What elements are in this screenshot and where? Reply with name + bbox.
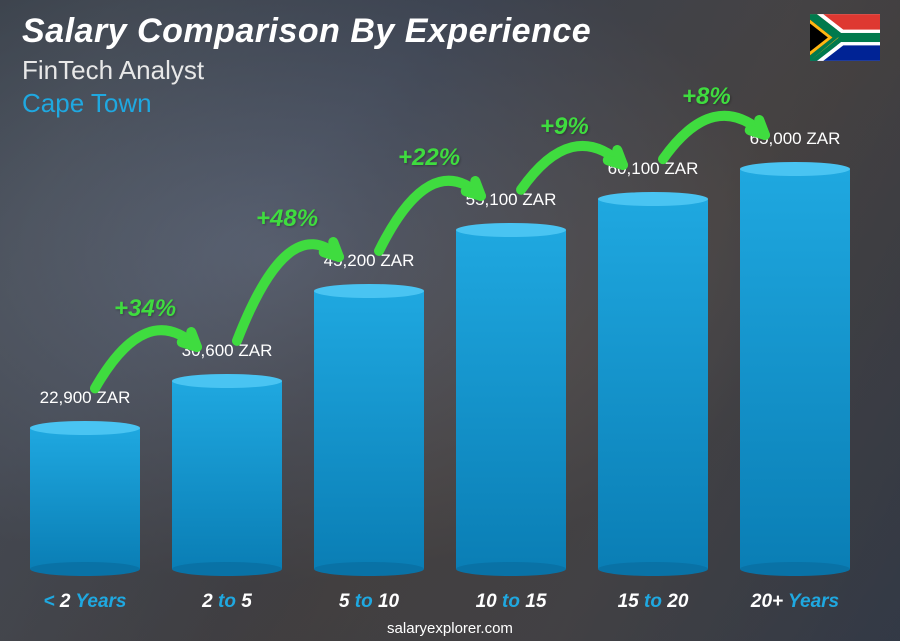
- chart-subtitle-role: FinTech Analyst: [22, 55, 591, 86]
- bar-bottom-cap: [172, 562, 282, 576]
- increase-pct-text: +34%: [114, 295, 176, 323]
- increase-pct-text: +9%: [540, 113, 589, 141]
- x-axis-label: 20+ Years: [730, 591, 860, 613]
- x-axis-label: 15 to 20: [588, 591, 718, 613]
- bar-group: 65,000 ZAR: [730, 129, 860, 583]
- increase-pct-badge: +22%: [398, 144, 460, 172]
- bar: [598, 185, 708, 583]
- x-axis-label: 10 to 15: [446, 591, 576, 613]
- south-africa-flag-icon: [810, 14, 880, 61]
- increase-pct-badge: +8%: [682, 83, 731, 111]
- x-axis-label: 2 to 5: [162, 591, 292, 613]
- bar: [740, 155, 850, 583]
- bar-body: [30, 428, 140, 569]
- bar-body: [598, 199, 708, 569]
- increase-pct-text: +8%: [682, 83, 731, 111]
- bar: [30, 414, 140, 583]
- increase-pct-badge: +48%: [256, 205, 318, 233]
- bar-body: [740, 169, 850, 569]
- bar-bottom-cap: [30, 562, 140, 576]
- bar-bottom-cap: [314, 562, 424, 576]
- footer-attribution: salaryexplorer.com: [0, 620, 900, 637]
- x-axis-labels: < 2 Years 2 to 5 5 to 10 10 to 15 15 to 20 20…: [20, 591, 860, 613]
- bar-bottom-cap: [740, 562, 850, 576]
- x-axis-label: 5 to 10: [304, 591, 434, 613]
- bar-bottom-cap: [598, 562, 708, 576]
- increase-pct-text: +48%: [256, 205, 318, 233]
- bar-bottom-cap: [456, 562, 566, 576]
- chart-title: Salary Comparison By Experience: [22, 12, 591, 51]
- bar-top-cap: [30, 421, 140, 435]
- bar-group: 60,100 ZAR: [588, 159, 718, 583]
- increase-pct-badge: +9%: [540, 113, 589, 141]
- increase-pct-badge: +34%: [114, 295, 176, 323]
- increase-pct-text: +22%: [398, 144, 460, 172]
- x-axis-label: < 2 Years: [20, 591, 150, 613]
